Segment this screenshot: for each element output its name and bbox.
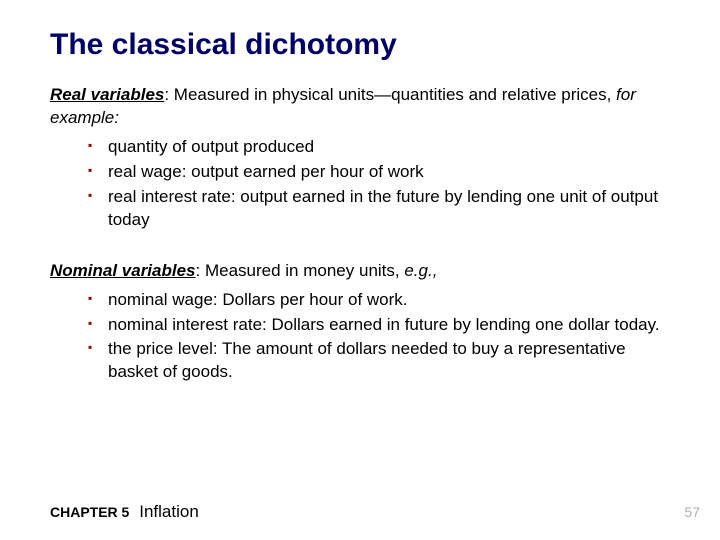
list-item: real interest rate: output earned in the… bbox=[88, 186, 670, 232]
list-item: real wage: output earned per hour of wor… bbox=[88, 161, 670, 184]
nominal-variables-eg: e.g., bbox=[404, 261, 437, 280]
list-item: nominal interest rate: Dollars earned in… bbox=[88, 314, 670, 337]
list-item: quantity of output produced bbox=[88, 136, 670, 159]
chapter-label: CHAPTER 5 bbox=[50, 504, 129, 520]
page-number: 57 bbox=[684, 504, 700, 520]
chapter-title: Inflation bbox=[139, 502, 199, 521]
slide-title: The classical dichotomy bbox=[50, 28, 670, 62]
slide-container: The classical dichotomy Real variables: … bbox=[0, 0, 720, 384]
nominal-variables-term: Nominal variables bbox=[50, 261, 196, 280]
list-item: nominal wage: Dollars per hour of work. bbox=[88, 289, 670, 312]
real-variables-term: Real variables bbox=[50, 85, 164, 104]
footer-left: CHAPTER 5 Inflation bbox=[50, 502, 199, 522]
nominal-variables-list: nominal wage: Dollars per hour of work. … bbox=[50, 289, 670, 385]
nominal-variables-desc: : Measured in money units, bbox=[196, 261, 405, 280]
real-variables-lead: Real variables: Measured in physical uni… bbox=[50, 84, 670, 130]
real-variables-desc: : Measured in physical units—quantities … bbox=[164, 85, 616, 104]
slide-footer: CHAPTER 5 Inflation 57 bbox=[50, 502, 700, 522]
section-real-variables: Real variables: Measured in physical uni… bbox=[50, 84, 670, 232]
nominal-variables-lead: Nominal variables: Measured in money uni… bbox=[50, 260, 670, 283]
list-item: the price level: The amount of dollars n… bbox=[88, 338, 670, 384]
section-nominal-variables: Nominal variables: Measured in money uni… bbox=[50, 260, 670, 385]
real-variables-list: quantity of output produced real wage: o… bbox=[50, 136, 670, 232]
